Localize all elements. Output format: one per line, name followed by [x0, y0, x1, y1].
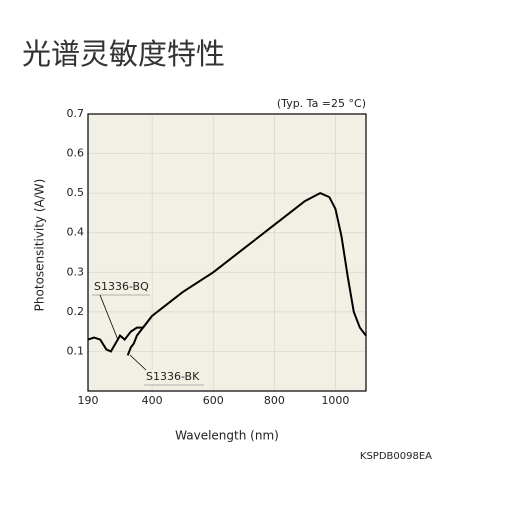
y-axis-label: Photosensitivity (A/W) [33, 179, 47, 312]
x-tick-label: 600 [203, 394, 224, 407]
y-tick-label: 0.1 [67, 344, 85, 357]
x-tick-label: 400 [142, 394, 163, 407]
label-bg [92, 280, 152, 294]
series-line [126, 315, 153, 356]
y-tick-label: 0.2 [67, 305, 85, 318]
series-label: S1336-BK [146, 370, 200, 383]
x-axis-label: Wavelength (nm) [175, 429, 279, 443]
chart-title: 光谱灵敏度特性 [22, 31, 225, 73]
leader [99, 294, 119, 341]
y-tick-label: 0.7 [67, 107, 85, 120]
y-tick-label: 0.5 [67, 186, 85, 199]
series-label: S1336-BQ [94, 280, 149, 293]
y-tick-label: 0.3 [67, 265, 85, 278]
plot-area [88, 114, 366, 391]
y-tick-label: 0.6 [67, 147, 85, 160]
series-line [87, 192, 367, 353]
plot-frame [87, 113, 367, 392]
x-tick-label: 190 [78, 394, 99, 407]
x-tick-label: 800 [264, 394, 285, 407]
condition-note: (Typ. Ta =25 °C) [277, 97, 366, 110]
figure-code: KSPDB0098EA [360, 451, 432, 462]
leader [129, 354, 147, 371]
x-tick-label: 1000 [321, 394, 349, 407]
y-tick-label: 0.4 [67, 226, 85, 239]
label-bg [144, 370, 204, 384]
